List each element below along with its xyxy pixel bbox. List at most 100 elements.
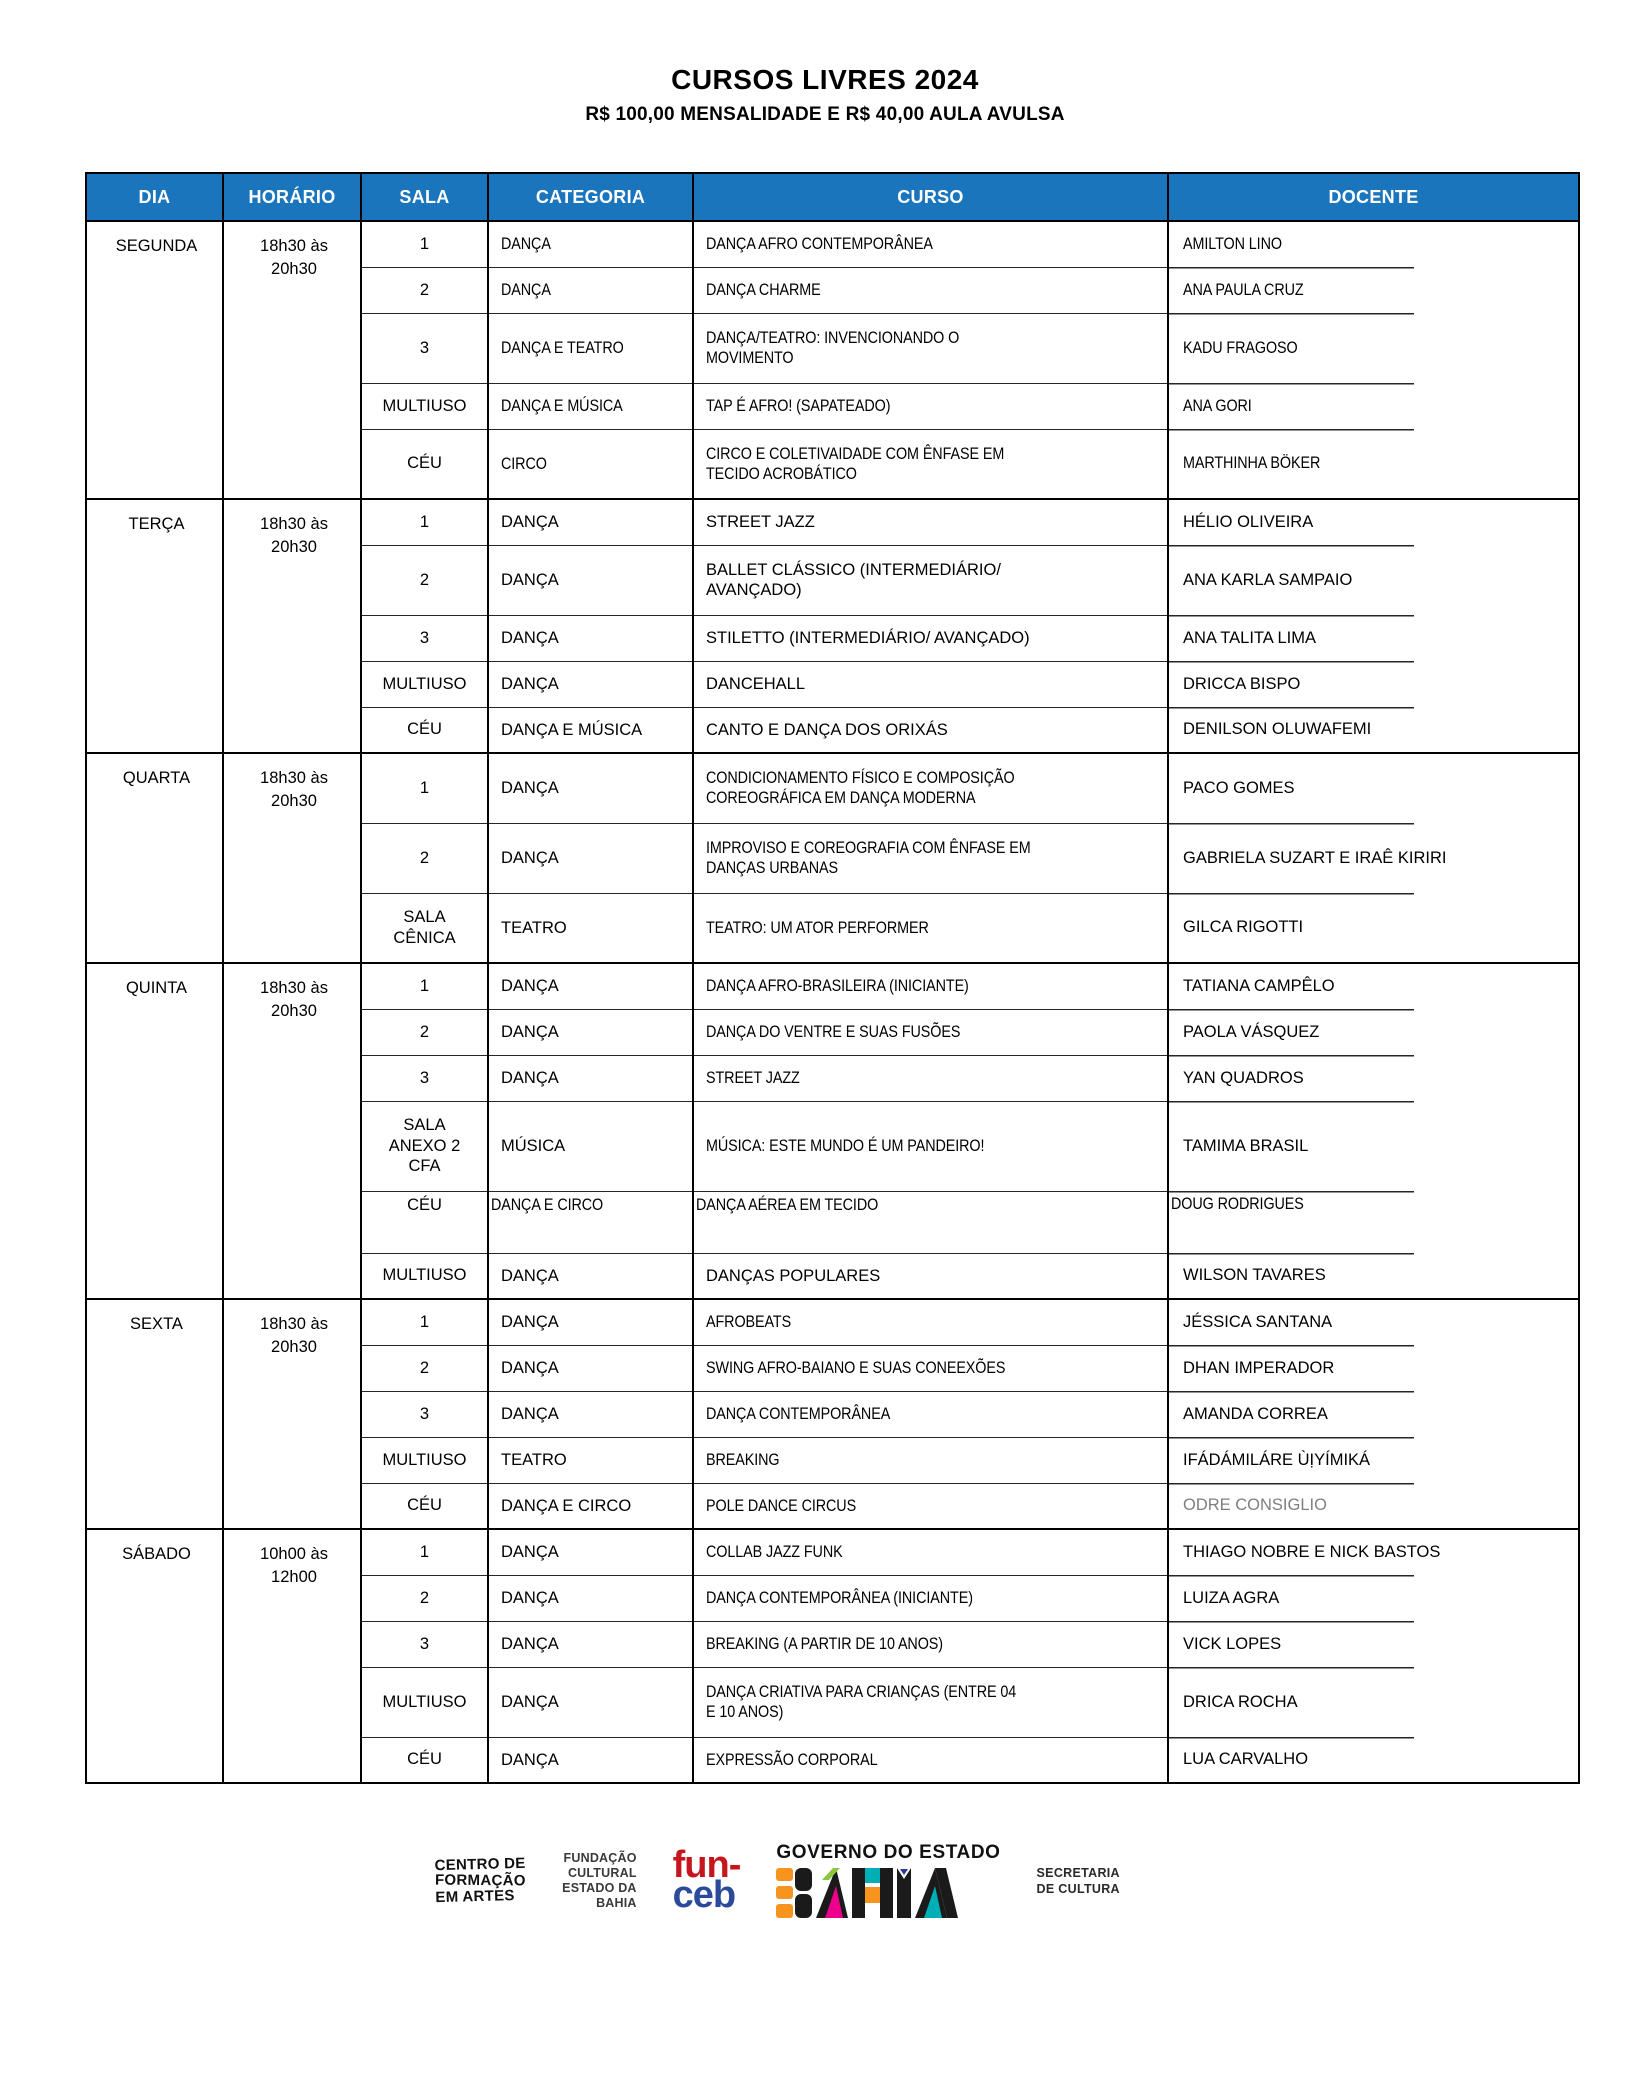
teacher-cell-text: ANA PAULA CRUZ (1183, 280, 1304, 299)
cfa-logo-line: EM ARTES (435, 1887, 516, 1907)
teacher-cell-text: ODRE CONSIGLIO (1183, 1496, 1327, 1515)
time-cell-text: 18h30 às 20h30 (260, 237, 328, 279)
table-row: 2 DANÇA DANÇA CONTEMPORÂNEA (INICIANTE) LUI… (86, 1574, 1579, 1621)
course-cell: STREET JAZZ (692, 1054, 1168, 1101)
course-cell: CIRCO E COLETIVAIDADE COM ÊNFASE EM TECI… (692, 428, 1168, 499)
category-cell-text: CIRCO (501, 454, 547, 473)
room-cell: 1 (360, 1528, 488, 1575)
teacher-cell-text: TATIANA CAMPÊLO (1183, 977, 1335, 996)
course-cell: BREAKING (692, 1436, 1168, 1483)
category-cell-text: DANÇA (501, 1022, 559, 1041)
room-cell-text: 1 (419, 512, 430, 531)
category-cell: DANÇA E TEATRO (487, 312, 693, 383)
category-cell: DANÇA E CIRCO (487, 1482, 693, 1529)
teacher-cell-text: DOUG RODRIGUES (1171, 1195, 1304, 1213)
room-cell-text: 3 (419, 1068, 430, 1087)
funceb-logo: fun- ceb (672, 1844, 742, 1914)
room-cell: 3 (360, 1054, 488, 1101)
teacher-cell: DRICCA BISPO (1167, 661, 1579, 707)
room-cell: MULTIUSO (360, 660, 488, 707)
category-cell: DANÇA (487, 1574, 693, 1621)
column-header-curso: CURSO (692, 173, 1168, 222)
bahia-logo-graphic (776, 1868, 959, 1918)
category-cell-text: DANÇA E CIRCO (491, 1195, 604, 1214)
column-header-sala: SALA (360, 173, 488, 222)
room-cell-text: MULTIUSO (382, 1450, 467, 1469)
teacher-cell: TAMIMA BRASIL (1167, 1101, 1579, 1191)
day-cell-text: SÁBADO (122, 1545, 191, 1563)
room-cell: 2 (360, 266, 488, 313)
table-row: 2 DANÇA DANÇA DO VENTRE E SUAS FUSÕES PAOLA… (86, 1008, 1579, 1055)
teacher-cell: KADU FRAGOSO (1167, 313, 1579, 383)
teacher-cell: ANA TALITA LIMA (1167, 615, 1579, 661)
category-cell: CIRCO (487, 428, 693, 499)
teacher-cell-text: THIAGO NOBRE E NICK BASTOS (1183, 1543, 1441, 1562)
course-cell-text: STILETTO (INTERMEDIÁRIO/ AVANÇADO) (706, 628, 1030, 647)
day-cell-text: TERÇA (128, 515, 185, 533)
course-cell: DANÇA/TEATRO: INVENCIONANDO O MOVIMENTO (692, 312, 1168, 383)
table-row: QUARTA 18h30 às 20h30 1 DANÇA CONDICIONAMENT… (85, 752, 1579, 963)
teacher-cell: GABRIELA SUZART E IRAÊ KIRIRI (1167, 823, 1579, 893)
course-cell-text: DANÇA CHARME (706, 280, 821, 299)
table-row: CÉU DANÇA EXPRESSÃO CORPORAL LUA CARVALHO (86, 1736, 1579, 1783)
room-cell-text: MULTIUSO (382, 674, 467, 693)
category-cell: DANÇA (487, 266, 693, 313)
course-cell-text: IMPROVISO E COREOGRAFIA COM ÊNFASE EM DA… (706, 838, 1031, 877)
funceb-logo-top: fun- (672, 1844, 742, 1887)
category-cell-text: DANÇA (501, 1266, 559, 1285)
category-cell-text: DANÇA (501, 1404, 559, 1423)
teacher-cell: DENILSON OLUWAFEMI (1167, 707, 1579, 753)
day-cell: QUARTA (85, 752, 223, 963)
teacher-cell-text: ANA TALITA LIMA (1183, 628, 1316, 647)
cfa-logo-line: FORMAÇÃO (435, 1871, 526, 1890)
table-body: SEGUNDA 18h30 às 20h30 1 DANÇA DANÇA AFRO CO… (85, 220, 1579, 1783)
course-cell-text: DANÇA AFRO-BRASILEIRA (INICIANTE) (706, 977, 969, 996)
teacher-cell: JÉSSICA SANTANA (1167, 1298, 1579, 1345)
course-cell: DANÇA CRIATIVA PARA CRIANÇAS (ENTRE 04 E… (692, 1666, 1168, 1737)
category-cell-text: DANÇA (501, 1750, 559, 1769)
table-row: 2 DANÇA BALLET CLÁSSICO (INTERMEDIÁRIO/ AV… (86, 544, 1579, 615)
room-cell-text: 3 (419, 1404, 430, 1423)
room-cell-text: CÉU (407, 1750, 442, 1769)
room-cell: 2 (360, 1574, 488, 1621)
course-cell: TEATRO: UM ATOR PERFORMER (692, 892, 1168, 963)
room-cell: 1 (360, 1298, 488, 1345)
category-cell-text: DANÇA (501, 1358, 559, 1377)
governo-do-estado-label: GOVERNO DO ESTADO (776, 1842, 1001, 1863)
teacher-cell-text: ANA KARLA SAMPAIO (1183, 570, 1353, 589)
room-cell-text: MULTIUSO (382, 1266, 467, 1285)
table-row: SEXTA 18h30 às 20h30 1 DANÇA AFROBEATS JÉSSIC… (85, 1298, 1579, 1529)
course-cell: TAP É AFRO! (SAPATEADO) (692, 382, 1168, 429)
table-row: MULTIUSO DANÇA DANÇA CRIATIVA PARA CRIANÇA… (86, 1666, 1579, 1737)
category-cell-text: DANÇA (501, 977, 559, 996)
course-cell: DANCEHALL (692, 660, 1168, 707)
table-row: 2 DANÇA SWING AFRO-BAIANO E SUAS CONEEXÕES… (86, 1344, 1579, 1391)
course-cell: STILETTO (INTERMEDIÁRIO/ AVANÇADO) (692, 614, 1168, 661)
teacher-cell: ANA GORI (1167, 383, 1579, 429)
teacher-cell-text: JÉSSICA SANTANA (1183, 1313, 1333, 1332)
category-cell: DANÇA (487, 1390, 693, 1437)
page-title: CURSOS LIVRES 2024 (671, 64, 979, 95)
category-cell-text: DANÇA (501, 674, 559, 693)
table-row: TERÇA 18h30 às 20h30 1 DANÇA STREET JAZZ HÉLI… (85, 498, 1579, 753)
course-cell: DANÇA AÉREA EM TECIDO (692, 1190, 1168, 1253)
table-row: 3 DANÇA BREAKING (A PARTIR DE 10 ANOS) VICK… (86, 1620, 1579, 1667)
room-cell-text: 1 (419, 234, 430, 253)
day-cell-text: SEGUNDA (115, 237, 198, 255)
teacher-cell: MARTHINHA BÖKER (1167, 429, 1579, 499)
category-cell-text: DANÇA (501, 1634, 559, 1653)
course-cell-text: SWING AFRO-BAIANO E SUAS CONEEXÕES (706, 1358, 1006, 1377)
course-cell-text: COLLAB JAZZ FUNK (706, 1543, 843, 1562)
category-cell-text: DANÇA (501, 513, 559, 532)
time-cell-text: 18h30 às 20h30 (260, 1315, 328, 1357)
teacher-cell-text: LUIZA AGRA (1183, 1588, 1280, 1607)
course-cell-text: DANÇA CONTEMPORÂNEA (INICIANTE) (706, 1588, 973, 1607)
header-row: DIA HORÁRIO SALA CATEGORIA CURSO DOCENTE (85, 173, 1579, 222)
category-cell-text: TEATRO (501, 1450, 567, 1469)
room-cell: SALA ANEXO 2 CFA (360, 1100, 488, 1191)
category-cell: DANÇA (487, 752, 693, 823)
room-cell: 3 (360, 1620, 488, 1667)
governo-do-estado-bahia-logo: GOVERNO DO ESTADO BAHIA (776, 1842, 1000, 1920)
table-row: 2 DANÇA IMPROVISO E COREOGRAFIA COM ÊNFASE… (86, 822, 1579, 893)
room-cell-text: CÉU (407, 454, 442, 473)
